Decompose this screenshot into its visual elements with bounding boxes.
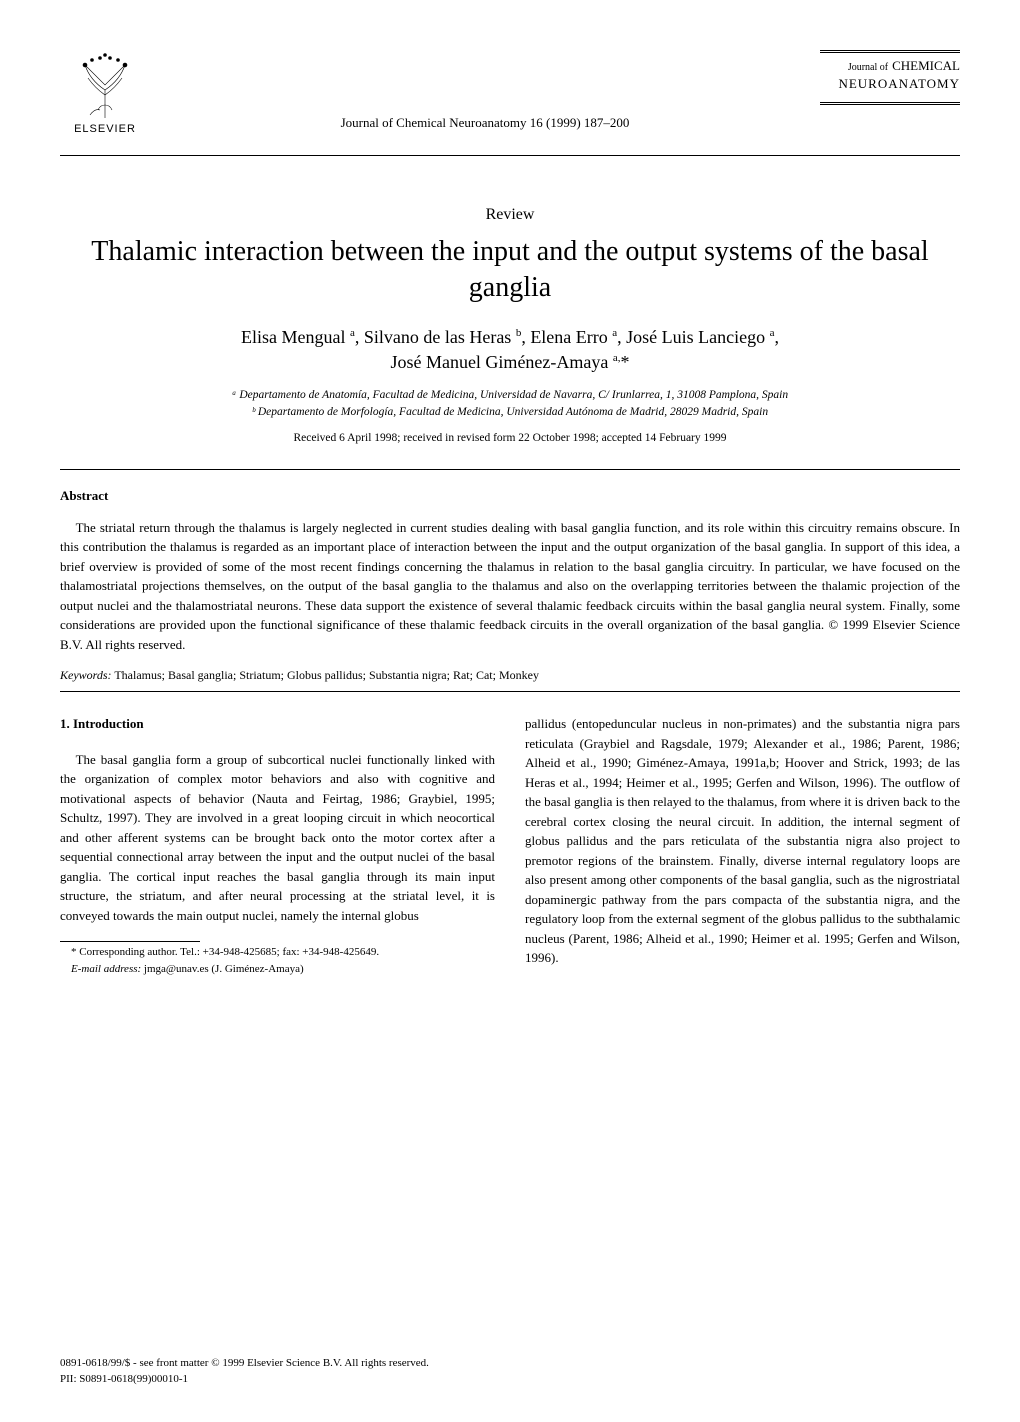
body-paragraph: pallidus (entopeduncular nucleus in non-…: [525, 714, 960, 968]
article-title: Thalamic interaction between the input a…: [60, 234, 960, 307]
author-sep: ,: [775, 327, 780, 347]
elsevier-tree-icon: [70, 50, 140, 120]
abstract-bottom-rule: [60, 691, 960, 692]
body-columns: 1. Introduction The basal ganglia form a…: [60, 714, 960, 977]
received-dates: Received 6 April 1998; received in revis…: [60, 432, 960, 444]
journal-citation: Journal of Chemical Neuroanatomy 16 (199…: [150, 50, 820, 131]
author-name: José Manuel Giménez-Amaya: [390, 352, 612, 372]
page-header: ELSEVIER Journal of Chemical Neuroanatom…: [60, 50, 960, 145]
article-type: Review: [60, 206, 960, 224]
body-paragraph: The basal ganglia form a group of subcor…: [60, 750, 495, 926]
author-name: , José Luis Lanciego: [617, 327, 769, 347]
keywords-label: Keywords:: [60, 668, 112, 682]
page-footer: 0891-0618/99/$ - see front matter © 1999…: [60, 1356, 429, 1387]
author-name: , Elena Erro: [521, 327, 612, 347]
right-column: pallidus (entopeduncular nucleus in non-…: [525, 714, 960, 977]
footnote-separator: [60, 941, 200, 942]
abstract-paragraph: The striatal return through the thalamus…: [60, 518, 960, 655]
abstract-top-rule: [60, 469, 960, 470]
email-footnote: E-mail address: jmga@unav.es (J. Giménez…: [60, 961, 495, 978]
section-heading: 1. Introduction: [60, 714, 495, 734]
author-name: Elisa Mengual: [241, 327, 350, 347]
affiliations-block: ᵃ Departamento de Anatomía, Facultad de …: [60, 387, 960, 422]
affiliation-b: ᵇ Departamento de Morfología, Facultad d…: [60, 404, 960, 421]
email-label: E-mail address:: [71, 963, 141, 975]
corresponding-footnote: * Corresponding author. Tel.: +34-948-42…: [60, 945, 495, 960]
publisher-logo: ELSEVIER: [60, 50, 150, 145]
affiliation-a: ᵃ Departamento de Anatomía, Facultad de …: [60, 387, 960, 404]
badge-line2: NEUROANATOMY: [838, 76, 960, 91]
publisher-name: ELSEVIER: [74, 123, 136, 135]
badge-line1: CHEMICAL: [892, 58, 960, 73]
abstract-heading: Abstract: [60, 488, 960, 504]
copyright-line: 0891-0618/99/$ - see front matter © 1999…: [60, 1356, 429, 1371]
abstract-text: The striatal return through the thalamus…: [60, 518, 960, 655]
authors-block: Elisa Mengual a, Silvano de las Heras b,…: [60, 325, 960, 375]
keywords-line: Keywords: Thalamus; Basal ganglia; Stria…: [60, 668, 960, 683]
header-rule: [60, 155, 960, 156]
badge-prefix: Journal of: [848, 62, 888, 73]
corresponding-star: *: [621, 352, 630, 372]
author-name: , Silvano de las Heras: [355, 327, 516, 347]
left-column: 1. Introduction The basal ganglia form a…: [60, 714, 495, 977]
email-value: jmga@unav.es (J. Giménez-Amaya): [141, 963, 303, 975]
journal-badge: Journal of CHEMICAL NEUROANATOMY: [820, 50, 960, 105]
author-affil-sup: a,: [613, 352, 621, 364]
keywords-text: Thalamus; Basal ganglia; Striatum; Globu…: [112, 668, 539, 682]
pii-line: PII: S0891-0618(99)00010-1: [60, 1372, 429, 1387]
